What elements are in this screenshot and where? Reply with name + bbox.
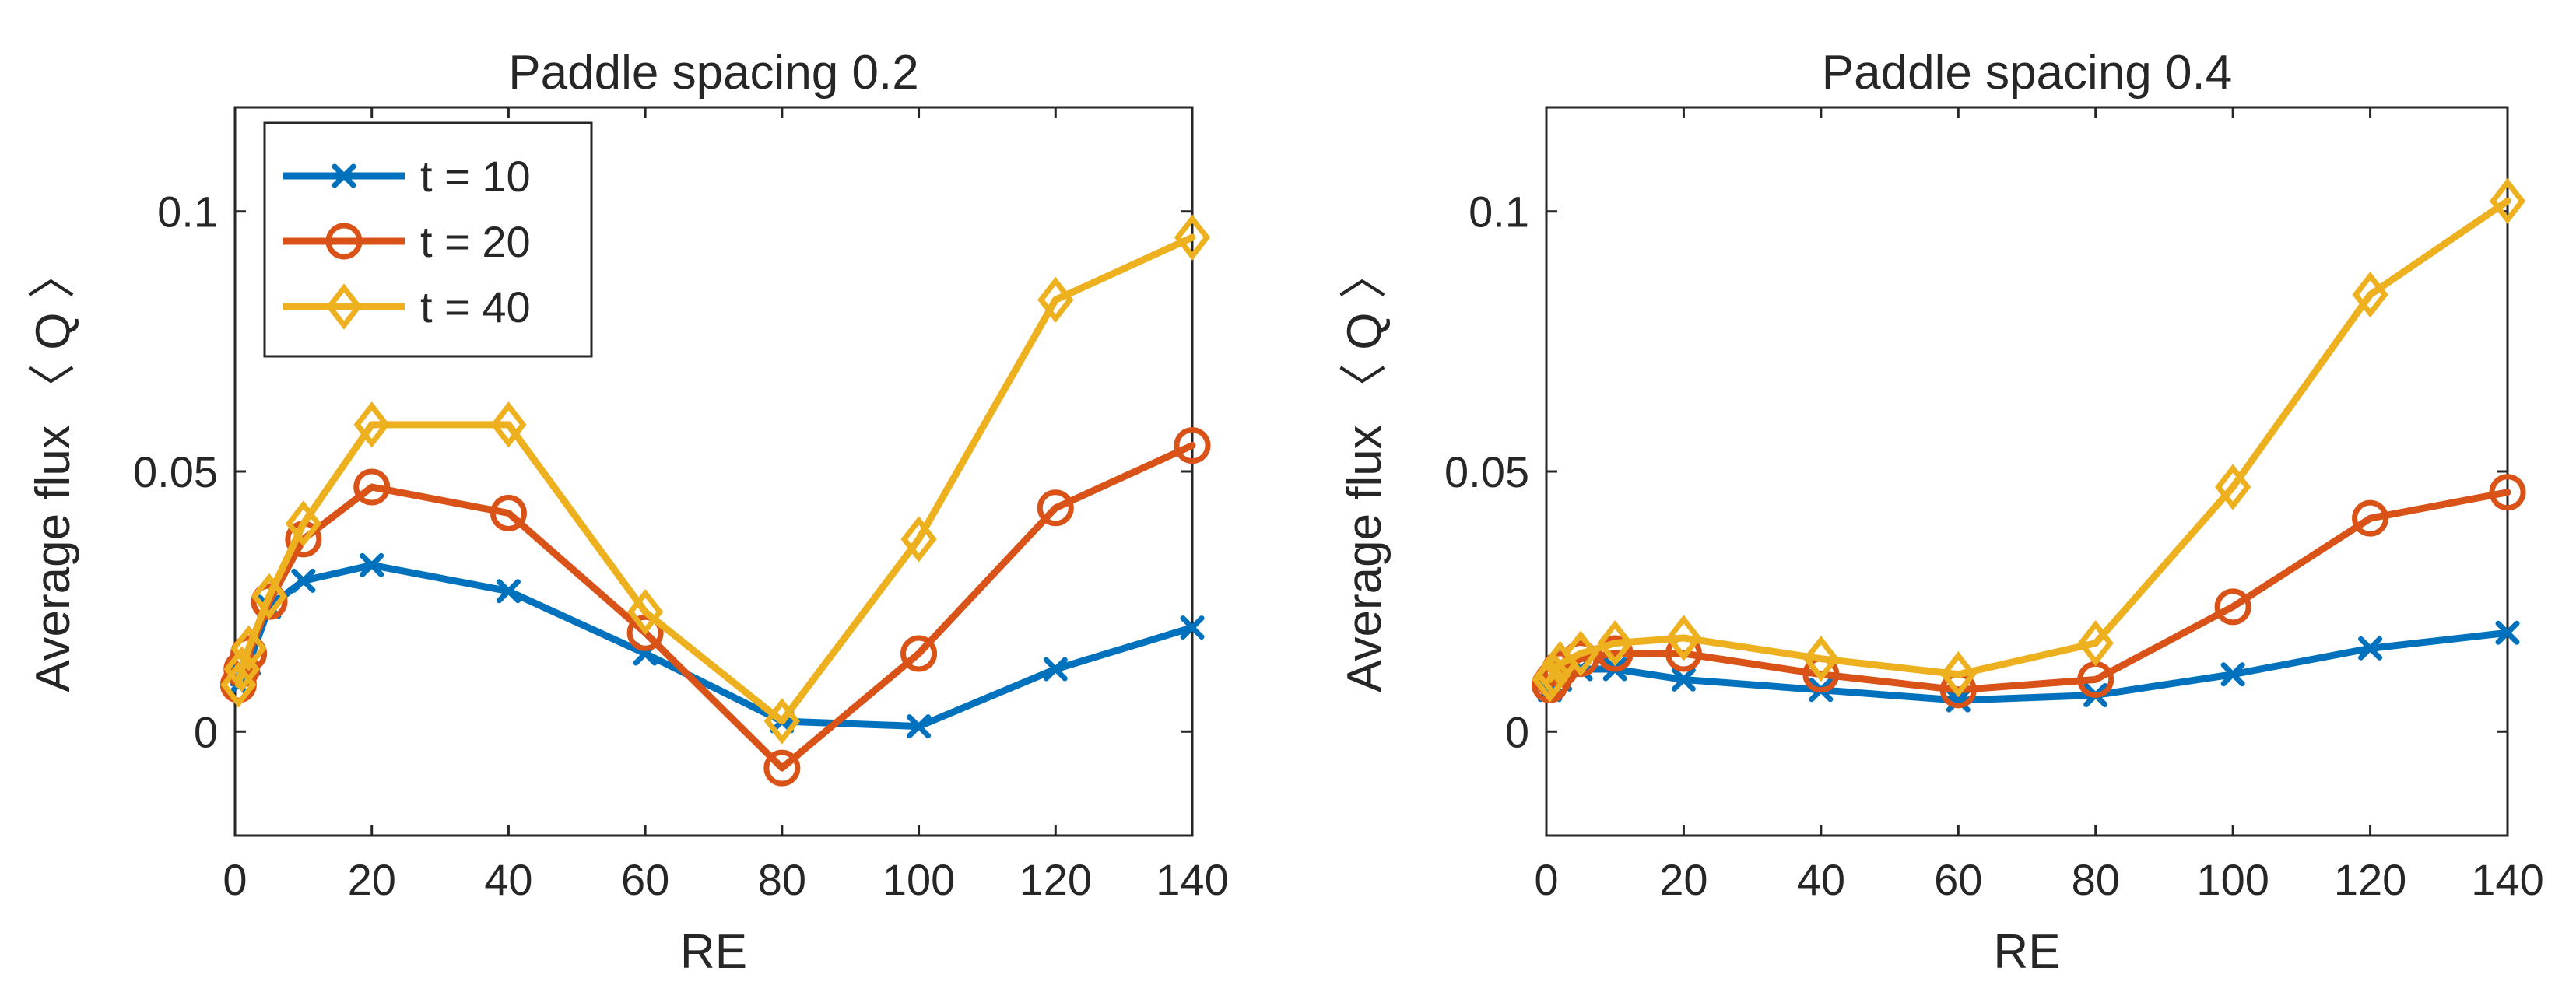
- series-2: [1531, 474, 2526, 709]
- x-tick-label: 40: [484, 855, 532, 904]
- data-point: [1597, 619, 1634, 667]
- data-point: [1665, 615, 1702, 661]
- series-3: [1532, 177, 2526, 703]
- y-tick-label: 0.1: [157, 188, 218, 237]
- data-point: [1535, 651, 1571, 698]
- data-point: [900, 516, 937, 563]
- data-point: [251, 573, 288, 620]
- y-axis-label: Average flux 〈 Q 〉: [26, 251, 80, 692]
- data-point: [490, 401, 527, 448]
- data-point: [2489, 177, 2526, 225]
- legend-marker: [325, 283, 363, 330]
- data-point: [490, 494, 527, 531]
- x-tick-label: 80: [2072, 855, 2120, 904]
- data-point: [626, 588, 664, 636]
- data-point: [230, 625, 267, 672]
- data-point: [2220, 662, 2245, 687]
- data-point: [360, 552, 384, 577]
- data-point: [1562, 630, 1599, 677]
- x-tick-label: 60: [621, 855, 669, 904]
- data-point: [2495, 620, 2520, 645]
- x-tick-label: 100: [2196, 855, 2269, 904]
- data-point: [285, 500, 322, 547]
- legend-marker: [332, 163, 356, 188]
- data-point: [1037, 489, 1074, 527]
- x-tick-label: 40: [1797, 855, 1845, 904]
- legend-marker: [325, 223, 363, 260]
- data-point: [291, 568, 316, 593]
- x-tick-label: 0: [1534, 855, 1558, 904]
- x-tick-label: 0: [223, 855, 247, 904]
- chart-2: Paddle spacing 0.4 0 20 40 60 80 100 120 140 0 0.0…: [1338, 46, 2544, 979]
- data-point: [1043, 657, 1068, 682]
- data-point: [2214, 464, 2251, 510]
- data-point: [1037, 276, 1074, 324]
- data-point: [1596, 635, 1634, 672]
- data-point: [2352, 271, 2388, 318]
- series-2: [219, 427, 1211, 787]
- series-line: [1546, 197, 2511, 683]
- x-tick-label: 140: [2471, 855, 2543, 904]
- data-point: [2077, 619, 2114, 667]
- x-tick-label: 100: [883, 855, 955, 904]
- x-tick-label: 20: [1659, 855, 1707, 904]
- chart-1: Paddle spacing 0.2 0 20 40 60 80 100 120 140 0 0.0…: [26, 46, 1229, 979]
- data-point: [496, 579, 521, 604]
- series-1: [226, 552, 1205, 739]
- data-point: [2358, 636, 2383, 661]
- series-3: [220, 214, 1211, 745]
- data-point: [1174, 214, 1211, 261]
- series-line: [234, 233, 1196, 725]
- x-tick-label: 60: [1934, 855, 1982, 904]
- x-tick-label: 20: [348, 855, 396, 904]
- y-axis-label: Average flux 〈 Q 〉: [1338, 251, 1392, 692]
- chart-title: Paddle spacing 0.2: [508, 46, 918, 100]
- chart-title: Paddle spacing 0.4: [1822, 46, 2232, 100]
- data-point: [2214, 588, 2251, 626]
- data-point: [2489, 474, 2526, 511]
- y-tick-label: 0.05: [133, 447, 218, 496]
- y-tick-label: 0.1: [1469, 188, 1529, 237]
- data-point: [353, 468, 391, 506]
- x-tick-label: 120: [2334, 855, 2406, 904]
- legend-label: t = 20: [420, 217, 531, 266]
- legend: t = 10 t = 20 t = 40: [263, 121, 593, 358]
- x-axis-label: RE: [680, 925, 747, 979]
- x-tick-label: 140: [1156, 855, 1228, 904]
- data-point: [626, 614, 664, 651]
- data-point: [763, 698, 801, 745]
- data-point: [1180, 615, 1205, 640]
- legend-label: t = 40: [420, 282, 531, 331]
- data-point: [763, 749, 801, 787]
- data-point: [1174, 427, 1211, 464]
- data-point: [1802, 635, 1840, 682]
- data-point: [907, 714, 932, 739]
- data-point: [900, 635, 938, 672]
- y-tick-label: 0.05: [1444, 447, 1529, 496]
- x-axis-label: RE: [1993, 925, 2060, 979]
- data-point: [1940, 651, 1977, 698]
- y-tick-label: 0: [194, 707, 218, 756]
- data-point: [1671, 667, 1696, 692]
- x-tick-label: 80: [758, 855, 806, 904]
- x-tick-label: 120: [1020, 855, 1092, 904]
- axes-box: [1545, 106, 2509, 837]
- y-tick-label: 0: [1505, 707, 1529, 756]
- data-point: [353, 401, 390, 448]
- legend-label: t = 10: [420, 152, 531, 201]
- data-point: [2352, 500, 2389, 537]
